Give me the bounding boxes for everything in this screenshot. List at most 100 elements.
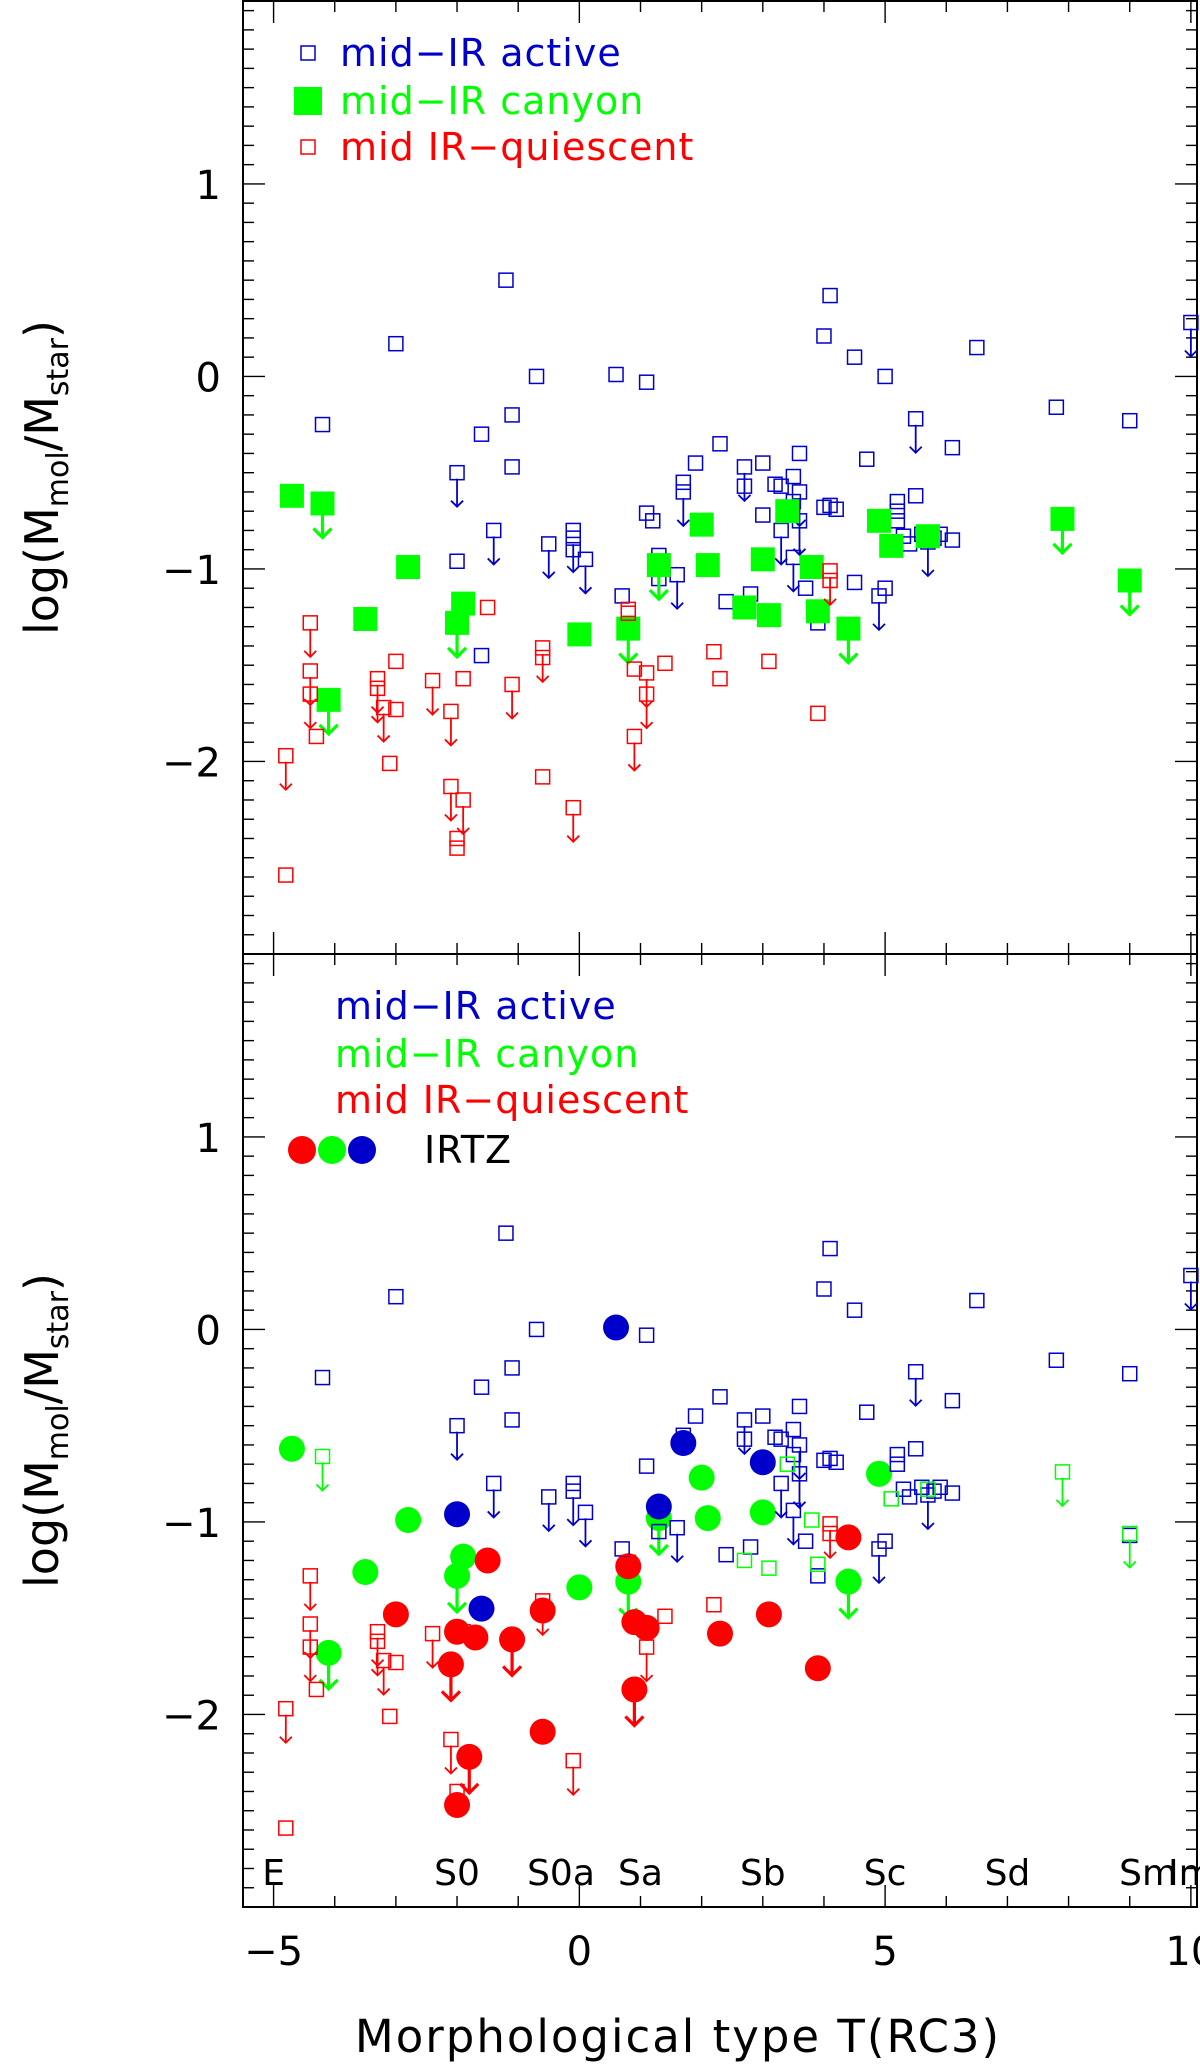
series-mid-ir-canyon	[314, 1448, 1138, 1576]
open-square-point	[369, 1633, 386, 1650]
upper-limit-arrow-head	[303, 1603, 317, 1612]
open-square-point	[620, 601, 637, 618]
open-square-point	[278, 1700, 294, 1717]
open-square-point	[504, 407, 520, 423]
upper-limit-arrow-head	[786, 584, 801, 593]
y-tick-label: −2	[162, 740, 221, 786]
open-square-point	[889, 493, 906, 510]
open-square-point	[302, 663, 319, 679]
open-square-point	[889, 1446, 906, 1463]
filled-square-point	[836, 616, 861, 641]
series-irtz-mid-ir-canyon-	[278, 1435, 892, 1692]
filled-circle-point	[529, 1718, 556, 1745]
upper-limit-arrow-head	[1119, 604, 1140, 617]
open-square-point	[822, 1240, 838, 1257]
upper-limit-arrow-head	[444, 813, 458, 822]
upper-limit-arrow-head	[1052, 542, 1073, 556]
open-square-point	[736, 1552, 753, 1569]
legend-marker-irtz	[318, 1136, 346, 1164]
open-square-point	[498, 272, 514, 288]
y-tick-label: 1	[196, 163, 221, 209]
filled-square-point	[732, 595, 757, 620]
open-square-point	[736, 1412, 753, 1428]
upper-limit-arrow-head	[536, 675, 550, 684]
upper-limit-arrow-head	[370, 1668, 385, 1677]
open-square-point	[388, 335, 404, 352]
legend-marker	[300, 139, 316, 155]
upper-limit-arrow-head	[456, 827, 470, 836]
open-square-point	[828, 501, 844, 518]
upper-limit-arrow-head	[578, 586, 593, 595]
open-square-point	[889, 1456, 906, 1472]
filled-square-point	[750, 547, 775, 572]
filled-circle-point	[804, 1655, 831, 1682]
open-square-point	[822, 287, 838, 304]
filled-square-point	[646, 553, 671, 578]
filled-circle-point	[866, 1460, 892, 1487]
upper-limit-arrow-head	[774, 557, 788, 566]
upper-limit-arrow-head	[670, 602, 684, 610]
open-square-point	[302, 615, 319, 631]
open-square-point	[932, 1479, 948, 1496]
y-axis-title: log(Mmol/Mstar)	[15, 1273, 76, 1588]
filled-circle-point	[835, 1524, 862, 1551]
upper-limit-arrow-head	[505, 711, 519, 720]
upper-limit-arrow-head	[370, 715, 385, 724]
open-square-point	[675, 484, 692, 500]
filled-circle-point	[450, 1543, 477, 1570]
upper-limit-arrow-head	[444, 738, 458, 747]
filled-circle-point	[566, 1574, 593, 1601]
data-points	[278, 272, 1199, 883]
open-square-point	[534, 1593, 551, 1609]
upper-limit-arrow-head	[872, 1576, 886, 1585]
open-square-point	[1183, 1267, 1199, 1284]
open-square-point	[382, 755, 398, 772]
upper-limit-arrow-head	[921, 569, 935, 578]
legend-label: mid−IR canyon	[335, 1032, 639, 1076]
open-square-point	[816, 499, 832, 516]
open-square-point	[675, 474, 692, 491]
open-square-point	[528, 1321, 545, 1338]
filled-square-point	[867, 508, 891, 533]
open-square-point	[485, 1475, 502, 1492]
upper-limit-arrow-head	[450, 1453, 464, 1461]
upper-limit-arrow-head	[566, 835, 580, 843]
filled-square-point	[353, 607, 378, 632]
filled-circle-point	[615, 1553, 642, 1580]
open-square-point	[382, 1708, 398, 1725]
open-square-point	[669, 566, 685, 583]
open-square-point	[822, 563, 838, 579]
series-irtz-mid-ir-quiescent-	[382, 1524, 862, 1818]
open-square-point	[828, 1454, 844, 1471]
data-points	[278, 1225, 1199, 1836]
type-label: Sc	[864, 1853, 907, 1894]
filled-circle-point	[835, 1568, 862, 1595]
open-square-point	[883, 1491, 899, 1507]
upper-limit-arrow-head	[639, 721, 654, 730]
open-square-point	[534, 769, 551, 785]
filled-square-point	[805, 599, 830, 624]
upper-limit-arrow-head	[450, 500, 464, 508]
open-square-point	[1121, 1525, 1138, 1542]
filled-circle-point	[499, 1626, 526, 1653]
x-tick-label: 0	[567, 1929, 592, 1975]
open-square-point	[638, 1639, 655, 1655]
legend-marker	[300, 45, 316, 61]
open-square-point	[822, 497, 838, 514]
upper-limit-arrow-head	[446, 1601, 468, 1615]
open-square-point	[644, 513, 661, 529]
open-square-point	[944, 439, 961, 456]
filled-circle-point	[444, 1791, 471, 1818]
open-square-point	[638, 374, 655, 390]
upper-limit-arrow-head	[909, 1399, 923, 1408]
filled-square-point	[915, 524, 940, 549]
filled-circle-point	[395, 1507, 422, 1534]
open-square-point	[822, 1450, 838, 1467]
open-square-point	[871, 588, 887, 604]
series-mid-ir-active	[314, 1225, 1199, 1585]
y-tick-label: −1	[162, 1501, 221, 1547]
open-square-point	[816, 328, 832, 344]
open-square-point	[859, 1404, 875, 1420]
legend-marker	[294, 87, 322, 115]
